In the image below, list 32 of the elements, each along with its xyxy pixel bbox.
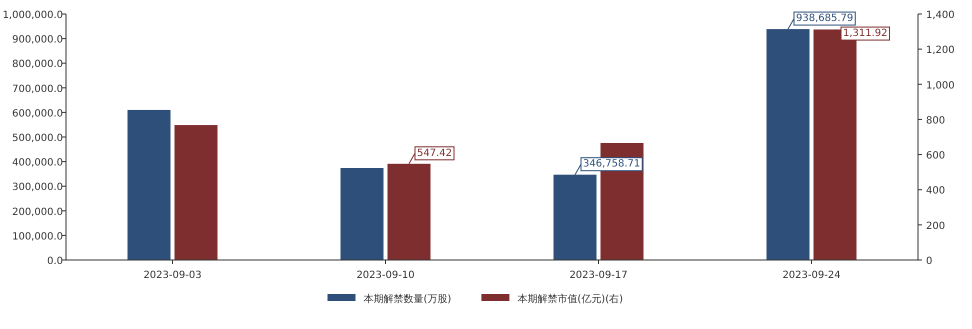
y-tick-label: 900,000.0 — [12, 34, 63, 46]
data-label: 547.42 — [417, 148, 452, 159]
y2-tick-label: 600 — [926, 150, 946, 162]
data-label: 938,685.79 — [796, 13, 854, 24]
y2-tick-label: 0 — [926, 256, 932, 267]
x-tick-label: 2023-09-24 — [782, 270, 841, 281]
y2-tick-label: 1,200 — [926, 45, 955, 56]
y-tick-label: 300,000.0 — [12, 182, 63, 194]
legend-label: 本期解禁数量(万股) — [364, 293, 452, 305]
y-tick-label: 400,000.0 — [12, 158, 63, 169]
y-tick-label: 200,000.0 — [12, 206, 63, 218]
bar — [340, 168, 384, 260]
x-tick-label: 2023-09-10 — [356, 270, 415, 281]
y2-tick-label: 400 — [926, 186, 946, 197]
data-label: 346,758.71 — [583, 158, 640, 170]
y-tick-label: 100,000.0 — [12, 231, 63, 242]
bar — [128, 110, 170, 260]
y-tick-label: 0.0 — [47, 256, 63, 267]
x-tick-label: 2023-09-17 — [569, 270, 628, 281]
y-tick-label: 700,000.0 — [12, 84, 63, 95]
y2-tick-label: 800 — [926, 115, 946, 126]
y-tick-label: 600,000.0 — [12, 108, 63, 120]
y2-tick-label: 1,000 — [926, 80, 955, 92]
y-tick-label: 1,000,000.0 — [2, 10, 63, 21]
y-tick-label: 500,000.0 — [12, 133, 63, 144]
x-tick-label: 2023-09-03 — [143, 270, 202, 281]
data-label: 1,311.92 — [843, 28, 888, 40]
legend-label: 本期解禁市值(亿元)(右) — [517, 293, 624, 305]
y2-tick-label: 200 — [926, 220, 946, 232]
y2-tick-label: 1,400 — [926, 10, 955, 21]
bar — [174, 125, 218, 260]
y-tick-label: 800,000.0 — [12, 59, 63, 70]
